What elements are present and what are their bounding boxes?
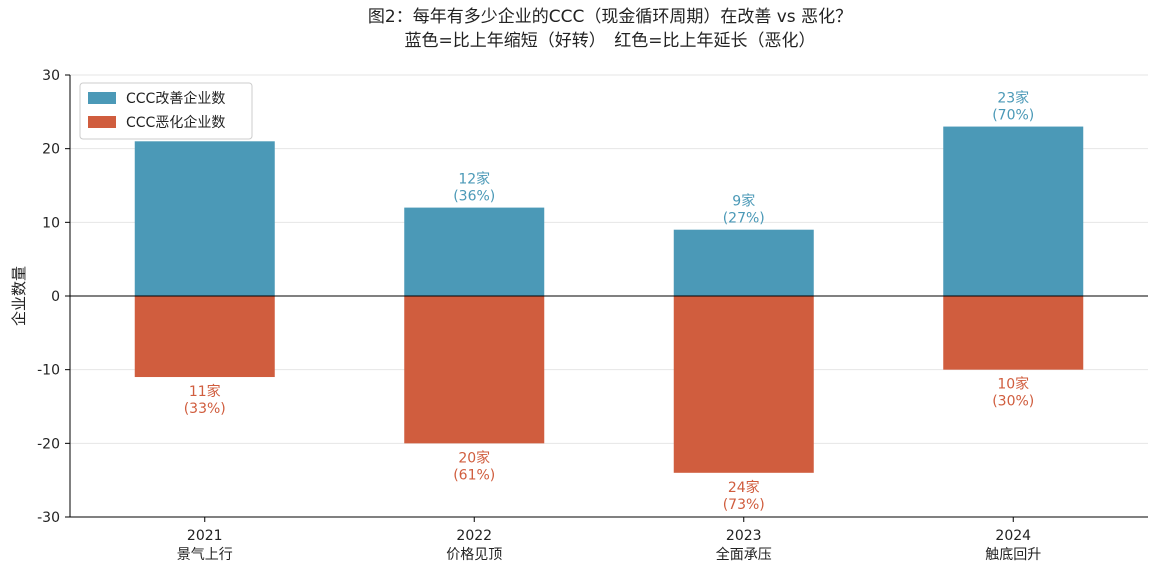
value-label: 11家 [189, 383, 221, 400]
bar [134, 141, 275, 296]
legend-swatch [88, 116, 116, 128]
x-tick-label: 2021 [187, 528, 223, 544]
legend-box [79, 82, 253, 140]
y-tick-label: -20 [37, 436, 60, 452]
chart-subtitle: 蓝色=比上年缩短（好转） 红色=比上年延长（恶化） [405, 31, 816, 51]
x-tick-note: 触底回升 [985, 547, 1041, 563]
y-tick-label: -30 [37, 510, 60, 526]
bar [404, 296, 545, 444]
chart-title: 图2：每年有多少企业的CCC（现金循环周期）在改善 vs 恶化？ [368, 7, 852, 27]
x-tick-label: 2023 [726, 528, 762, 544]
value-label: 24家 [728, 479, 760, 496]
x-tick-note: 景气上行 [177, 547, 233, 563]
value-label: 12家 [458, 171, 490, 188]
legend-label: CCC改善企业数 [126, 90, 225, 107]
y-axis-label: 企业数量 [10, 266, 28, 326]
share-label: (33%) [184, 401, 226, 417]
bar [134, 296, 275, 378]
x-tick-label: 2022 [456, 528, 492, 544]
value-label: 9家 [732, 193, 755, 210]
bar [943, 296, 1084, 370]
y-tick-label: 10 [42, 215, 60, 231]
share-label: (27%) [723, 211, 765, 227]
legend-swatch [88, 92, 116, 104]
share-label: (61%) [453, 467, 495, 483]
value-label: 20家 [458, 449, 490, 466]
x-tick-note: 价格见顶 [446, 547, 502, 563]
y-tick-label: -10 [37, 363, 60, 379]
y-tick-label: 20 [42, 142, 60, 158]
share-label: (30%) [992, 394, 1034, 410]
bar [943, 126, 1084, 296]
bar [404, 207, 545, 296]
value-label: 23家 [997, 90, 1029, 107]
x-tick-note: 全面承压 [716, 546, 772, 563]
share-label: (36%) [453, 189, 495, 205]
y-tick-label: 30 [42, 68, 60, 84]
share-label: (73%) [723, 497, 765, 513]
x-tick-label: 2024 [995, 528, 1031, 544]
bar [673, 296, 814, 473]
legend-label: CCC恶化企业数 [126, 114, 225, 131]
bar [673, 229, 814, 296]
y-tick-label: 0 [51, 289, 60, 305]
value-label: 10家 [997, 376, 1029, 393]
share-label: (70%) [992, 108, 1034, 124]
